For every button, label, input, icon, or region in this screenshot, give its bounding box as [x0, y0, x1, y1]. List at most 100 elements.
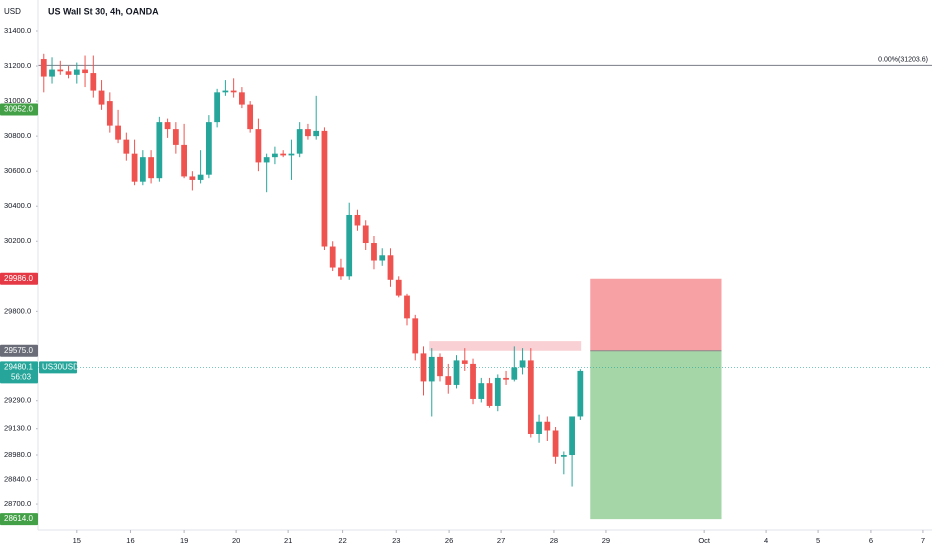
- x-tick-label: 20: [232, 536, 240, 545]
- candle-body: [40, 59, 47, 77]
- y-tick-label: 28980.0: [4, 450, 31, 459]
- candle-body: [461, 360, 468, 364]
- candle-body: [172, 129, 179, 145]
- countdown-label: 56:03: [11, 373, 32, 382]
- symbol-label: US30USD: [42, 363, 79, 372]
- candle-body: [527, 360, 534, 434]
- candle-body: [428, 356, 435, 382]
- candle-body: [205, 122, 212, 175]
- candle-body: [445, 376, 452, 385]
- x-tick-label: 23: [392, 536, 400, 545]
- candle-body: [197, 174, 204, 180]
- candle-body: [164, 122, 171, 130]
- candle-body: [65, 71, 72, 75]
- candle-body: [123, 139, 130, 154]
- candle-body: [139, 157, 146, 182]
- candle-body: [395, 279, 402, 296]
- price-badge-label: 28614.0: [4, 514, 33, 523]
- x-tick-label: 28: [550, 536, 558, 545]
- stop-zone: [590, 278, 722, 351]
- candle-body: [305, 129, 311, 137]
- y-tick-label: 31400.0: [4, 26, 31, 35]
- y-tick-label: 29800.0: [4, 306, 31, 315]
- candle-body: [536, 421, 542, 434]
- candle-body: [106, 101, 113, 126]
- candle-body: [148, 157, 154, 179]
- price-badge-label: 29575.0: [4, 346, 33, 355]
- candle-body: [230, 90, 237, 93]
- candle-body: [404, 295, 410, 319]
- candle-body: [98, 90, 105, 105]
- candle-body: [552, 430, 559, 457]
- candle-body: [222, 90, 229, 93]
- x-tick-label: 22: [338, 536, 346, 545]
- candle-body: [577, 370, 584, 417]
- candle-body: [569, 416, 575, 456]
- candle-body: [73, 69, 80, 75]
- candle-body: [214, 92, 221, 123]
- price-badge: [0, 513, 38, 526]
- x-tick-label: 19: [180, 536, 188, 545]
- price-badge: [0, 103, 38, 116]
- chart-title: US Wall St 30, 4h, OANDA: [48, 6, 159, 16]
- candle-body: [346, 214, 353, 277]
- candle-body: [272, 153, 278, 158]
- candle-body: [503, 377, 509, 380]
- candle-body: [156, 122, 163, 179]
- price-badge-label: 29986.0: [4, 274, 33, 283]
- candle-body: [544, 421, 551, 431]
- candle-body: [338, 267, 344, 277]
- x-tick-label: 27: [497, 536, 505, 545]
- y-tick-label: 30600.0: [4, 166, 31, 175]
- symbol-badge: [39, 361, 77, 374]
- x-tick-label: 21: [284, 536, 292, 545]
- candle-body: [511, 367, 518, 380]
- y-tick-label: 29130.0: [4, 424, 31, 433]
- candle-body: [296, 129, 303, 154]
- candle-body: [560, 455, 567, 457]
- candle-body: [82, 69, 88, 74]
- price-badge: [0, 272, 38, 285]
- candle-body: [387, 255, 394, 280]
- candle-body: [371, 243, 377, 261]
- candle-body: [115, 125, 121, 140]
- candle-body: [437, 356, 443, 377]
- candle-body: [280, 153, 287, 156]
- x-tick-label: 26: [445, 536, 453, 545]
- x-tick-label: 15: [73, 536, 81, 545]
- candle-body: [181, 144, 187, 177]
- x-tick-label: 29: [602, 536, 610, 545]
- x-tick-label: 6: [869, 536, 873, 545]
- y-tick-label: 30200.0: [4, 236, 31, 245]
- y-tick-label: 31200.0: [4, 61, 31, 70]
- candle-body: [263, 157, 270, 163]
- candle-body: [453, 360, 460, 385]
- x-tick-label: 4: [764, 536, 768, 545]
- target-zone: [590, 350, 722, 520]
- candle-body: [379, 255, 386, 261]
- last-price-badge: [0, 361, 38, 384]
- candle-body: [49, 69, 55, 77]
- currency-label: USD: [4, 7, 21, 16]
- candle-body: [362, 225, 369, 244]
- candle-body: [494, 377, 501, 406]
- x-tick-label: 7: [921, 536, 925, 545]
- candle-body: [478, 383, 485, 399]
- candle-body: [239, 92, 245, 105]
- y-tick-label: 28700.0: [4, 499, 31, 508]
- y-tick-label: 29290.0: [4, 396, 31, 405]
- candle-body: [90, 73, 97, 91]
- y-tick-label: 30800.0: [4, 131, 31, 140]
- x-tick-label: 5: [816, 536, 820, 545]
- candle-body: [519, 360, 526, 368]
- candle-body: [313, 130, 320, 137]
- candle-body: [57, 69, 64, 72]
- candle-body: [321, 130, 328, 247]
- price-badge-label: 30952.0: [4, 105, 33, 114]
- candle-body: [470, 363, 476, 399]
- last-price-label: 29480.1: [4, 363, 33, 372]
- candle-body: [354, 214, 361, 226]
- y-tick-label: 31000.0: [4, 96, 31, 105]
